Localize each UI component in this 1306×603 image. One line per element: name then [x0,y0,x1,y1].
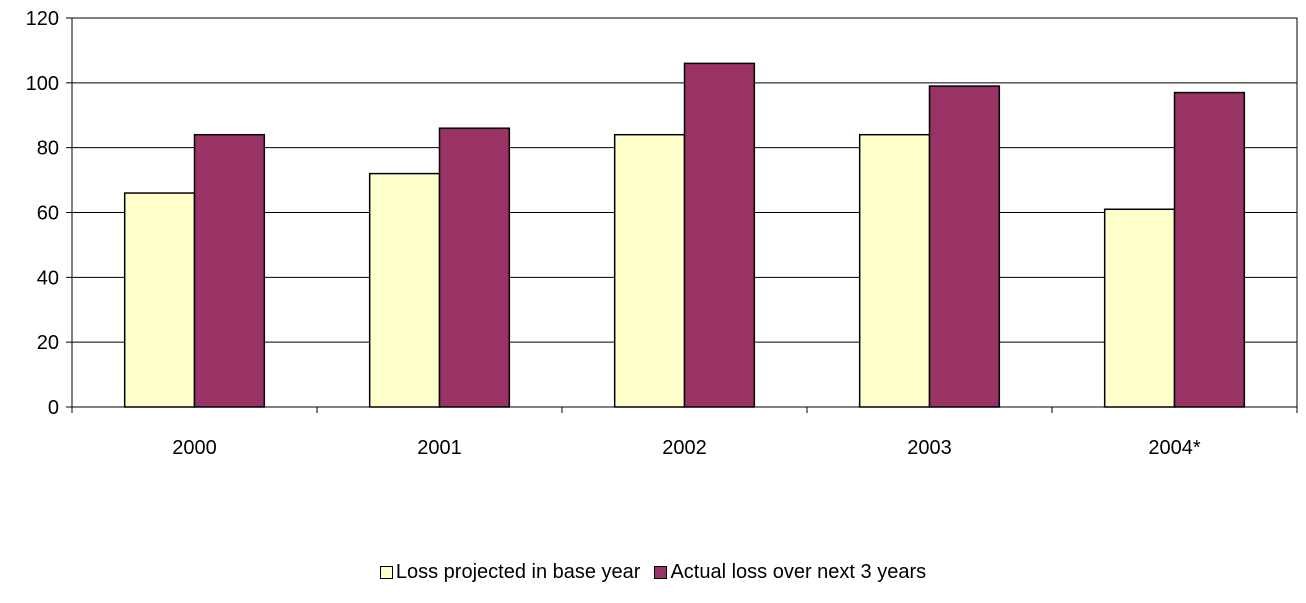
bar-projected [123,192,196,408]
bar-projected [1103,208,1176,408]
bar-actual [928,85,1001,408]
legend: Loss projected in base year Actual loss … [0,557,1306,587]
x-tick-label: 2002 [662,437,707,459]
y-tick-label: 40 [37,267,59,289]
y-tick-label: 100 [26,73,59,95]
x-tick-label: 2001 [417,437,462,459]
bar-projected [858,133,931,408]
x-tick-label: 2000 [172,437,217,459]
legend-swatch-actual [654,565,668,579]
legend-item-projected: Loss projected in base year [379,560,641,584]
bar-actual [438,127,511,408]
legend-label-actual: Actual loss over next 3 years [670,560,927,583]
x-tick-label: 2004* [1148,437,1200,459]
axes [66,17,1298,413]
legend-label-projected: Loss projected in base year [395,560,641,583]
legend-swatch-projected [379,565,393,579]
x-tick-label: 2003 [907,437,952,459]
x-tick-labels: 2000 2001 2002 2003 2004* [172,437,1201,459]
bar-projected [368,172,441,408]
bars [123,62,1246,408]
bar-actual [683,62,756,408]
y-tick-label: 20 [37,332,59,354]
y-tick-label: 120 [26,8,59,30]
y-tick-labels: 0 20 40 60 80 100 120 [26,8,59,419]
bar-actual [1173,91,1246,408]
bar-projected [613,133,686,408]
bar-actual [193,133,266,408]
y-tick-label: 80 [37,138,59,160]
y-tick-label: 60 [37,203,59,225]
chart: 0 20 40 60 80 100 120 2000 2001 2002 2003 2004* [26,8,1298,459]
legend-item-actual: Actual loss over next 3 years [654,561,926,584]
y-tick-label: 0 [48,397,59,419]
plot-area [71,17,1298,408]
